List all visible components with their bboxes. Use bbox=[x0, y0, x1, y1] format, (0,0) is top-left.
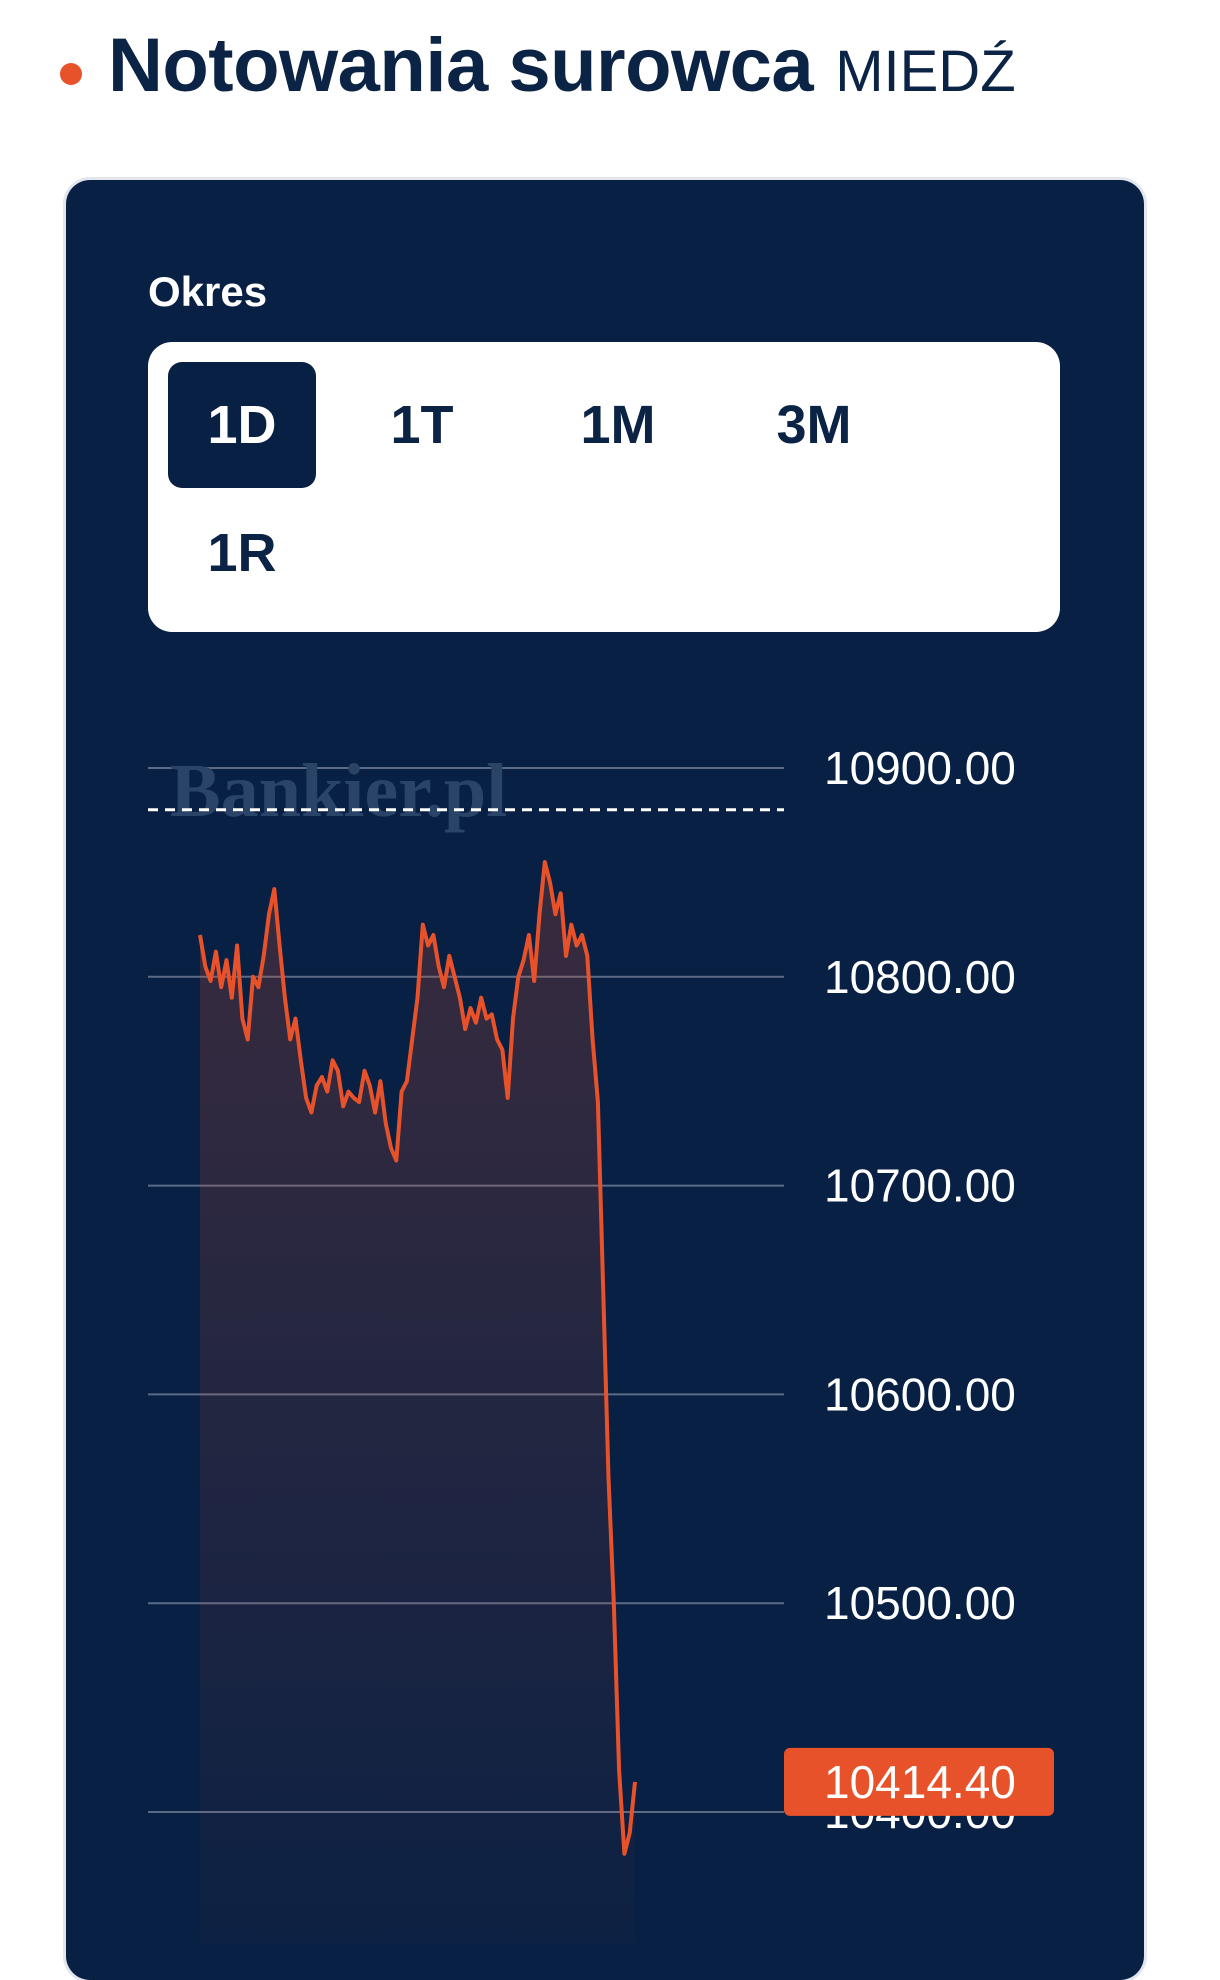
period-button-1r[interactable]: 1R bbox=[168, 490, 316, 616]
price-line bbox=[198, 860, 637, 1856]
period-button-1m[interactable]: 1M bbox=[544, 362, 692, 488]
y-tick-label: 10900.00 bbox=[824, 742, 1016, 794]
watermark-logo: Bankier.pl bbox=[170, 749, 507, 833]
current-price-box bbox=[784, 1747, 1054, 1816]
y-tick-label: 10500.00 bbox=[824, 1577, 1016, 1629]
current-price-label: 10414.40 bbox=[824, 1756, 1016, 1808]
y-tick-label: 10600.00 bbox=[824, 1368, 1016, 1420]
price-area bbox=[200, 862, 635, 1943]
bullet-dot-icon bbox=[60, 63, 82, 85]
page-header: Notowania surowca MIEDŹ bbox=[60, 22, 1016, 109]
period-button-1t[interactable]: 1T bbox=[348, 362, 496, 488]
y-tick-label: 10700.00 bbox=[824, 1160, 1016, 1212]
period-button-3m[interactable]: 3M bbox=[740, 362, 888, 488]
y-tick-label: 10800.00 bbox=[824, 951, 1016, 1003]
period-selector: 1D 1T 1M 3M 1R bbox=[148, 342, 1060, 632]
page-title: Notowania surowca bbox=[108, 23, 814, 108]
commodity-name: MIEDŹ bbox=[835, 39, 1016, 104]
period-button-1d[interactable]: 1D bbox=[168, 362, 316, 488]
period-label: Okres bbox=[148, 268, 268, 315]
